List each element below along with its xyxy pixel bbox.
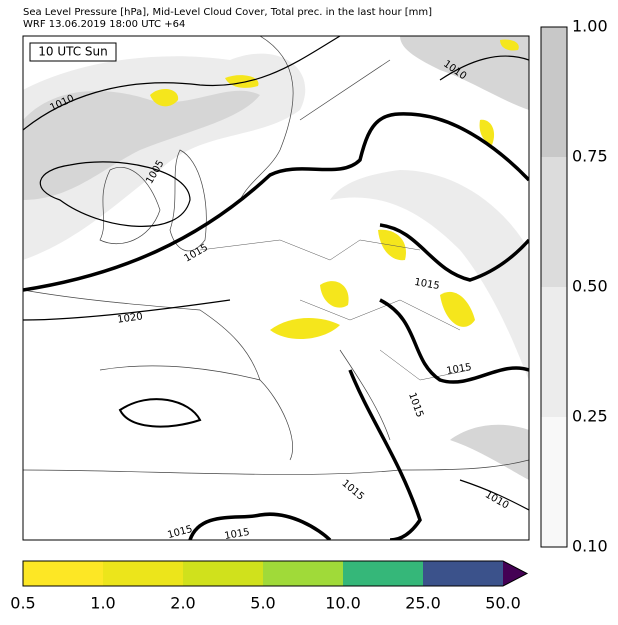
isobar — [348, 369, 422, 540]
isobar — [379, 223, 529, 282]
colorbar-label: 5.0 — [250, 594, 275, 613]
isobar — [379, 298, 529, 384]
isobar — [439, 55, 529, 511]
colorbar-frame — [22, 560, 529, 587]
rain-area — [500, 39, 519, 51]
colorbar-label: 10.0 — [325, 594, 361, 613]
cloud-area — [400, 36, 529, 110]
title-line1: Sea Level Pressure [hPa], Mid-Level Clou… — [23, 7, 432, 18]
colorbar-segment — [541, 157, 567, 287]
colorbar-label: 1.00 — [572, 17, 608, 36]
colorbar-label: 0.50 — [572, 277, 608, 296]
colorbar-label: 0.25 — [572, 407, 608, 426]
rain-area — [270, 318, 340, 340]
colorbar-segment — [183, 561, 263, 586]
colorbar-segment — [423, 561, 503, 586]
precip-colorbar: 0.5 1.0 2.0 5.0 10.0 25.0 50.0 — [10, 560, 529, 613]
colorbar-segment — [541, 287, 567, 417]
colorbar-label: 1.0 — [90, 594, 115, 613]
isobar — [118, 398, 202, 428]
isobar-label: 1015 — [224, 527, 251, 542]
border — [199, 239, 471, 381]
coastline — [99, 167, 161, 244]
colorbar-segment — [263, 561, 343, 586]
colorbar-label: 2.0 — [170, 594, 195, 613]
time-label: 10 UTC Sun — [38, 45, 108, 59]
isobar — [39, 161, 191, 227]
rain-area — [479, 119, 495, 145]
title-line2: WRF 13.06.2019 18:00 UTC +64 — [23, 19, 185, 30]
map: 10 UTC Sun 1010 1010 1005 1015 1020 1015… — [22, 35, 530, 542]
colorbar-label: 50.0 — [485, 594, 521, 613]
map-frame — [22, 35, 530, 541]
rain-area — [225, 75, 259, 88]
rain-area — [150, 88, 179, 107]
colorbar-frame — [540, 26, 568, 548]
isobar — [188, 512, 332, 540]
cloud-colorbar: 1.00 0.75 0.50 0.25 0.10 — [540, 17, 608, 556]
colorbar-segment — [23, 561, 103, 586]
rain-area — [320, 281, 349, 308]
cloud-area — [23, 90, 260, 200]
isobar — [23, 36, 341, 131]
coastline — [23, 349, 529, 475]
colorbar-label: 25.0 — [405, 594, 441, 613]
isobar-label: 1015 — [413, 277, 440, 292]
colorbar-segment — [541, 417, 567, 547]
rain-area — [378, 229, 406, 261]
isobar — [23, 112, 529, 292]
coastline — [23, 289, 293, 461]
colorbar-segment — [103, 561, 183, 586]
colorbar-segment — [541, 27, 567, 157]
isobar-label: 1020 — [117, 311, 144, 325]
time-box — [29, 42, 117, 62]
cloud-area — [450, 424, 529, 480]
colorbar-extend — [503, 561, 527, 586]
coastline — [239, 36, 391, 201]
colorbar-label: 0.5 — [10, 594, 35, 613]
cloud-area — [330, 170, 529, 380]
rain-area — [440, 291, 475, 327]
isobar — [23, 299, 231, 321]
colorbar-label: 0.10 — [572, 537, 608, 556]
coastline — [169, 149, 207, 252]
colorbar-label: 0.75 — [572, 147, 608, 166]
colorbar-segment — [343, 561, 423, 586]
isobar-label: 1015 — [446, 362, 473, 377]
